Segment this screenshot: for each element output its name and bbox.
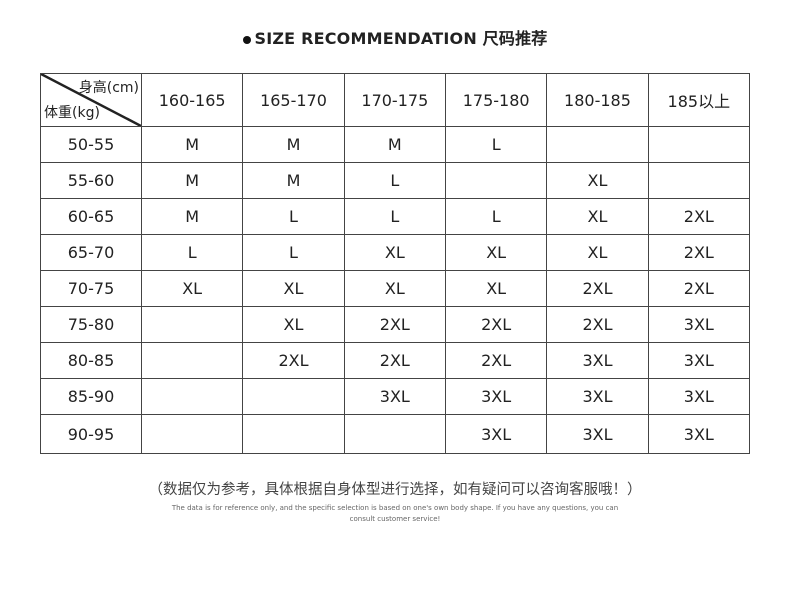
- size-cell: 2XL: [647, 198, 751, 235]
- size-cell: [140, 378, 244, 415]
- size-cell: 3XL: [647, 342, 751, 379]
- height-header: 175-180: [444, 73, 548, 127]
- size-cell: M: [343, 126, 446, 163]
- size-cell: L: [444, 126, 548, 163]
- table-row: 75-80 XL 2XL 2XL 2XL 3XL: [40, 306, 751, 343]
- size-cell: [140, 306, 244, 343]
- size-cell: L: [242, 234, 345, 271]
- size-cell: 2XL: [647, 270, 751, 307]
- size-cell: XL: [444, 234, 548, 271]
- weight-cell: 85-90: [40, 378, 142, 415]
- size-cell: XL: [546, 234, 649, 271]
- weight-cell: 90-95: [40, 414, 142, 454]
- height-header: 180-185: [546, 73, 649, 127]
- size-cell: XL: [546, 198, 649, 235]
- size-cell: 3XL: [647, 306, 751, 343]
- size-cell: [343, 414, 446, 454]
- note-chinese: （数据仅为参考，具体根据自身体型进行选择，如有疑问可以咨询客服哦！）: [148, 482, 642, 498]
- weight-cell: 65-70: [40, 234, 142, 271]
- size-cell: 2XL: [343, 306, 446, 343]
- height-header: 160-165: [140, 73, 244, 127]
- size-cell: M: [140, 162, 244, 199]
- size-cell: [242, 378, 345, 415]
- corner-header: 身高(cm) 体重(kg): [40, 73, 142, 127]
- size-cell: L: [140, 234, 244, 271]
- height-header: 185以上: [647, 73, 751, 127]
- height-label: 身高(cm): [78, 80, 139, 96]
- size-cell: M: [140, 126, 244, 163]
- size-cell: [647, 126, 751, 163]
- size-cell: 2XL: [444, 306, 548, 343]
- size-cell: [242, 414, 345, 454]
- size-cell: 3XL: [546, 378, 649, 415]
- size-cell: L: [343, 162, 446, 199]
- weight-cell: 80-85: [40, 342, 142, 379]
- weight-label: 体重(kg): [44, 105, 100, 121]
- diagonal-line: [41, 74, 141, 126]
- size-cell: M: [242, 126, 345, 163]
- size-cell: 3XL: [546, 342, 649, 379]
- size-cell: XL: [242, 306, 345, 343]
- weight-cell: 75-80: [40, 306, 142, 343]
- size-cell: [444, 162, 548, 199]
- size-cell: 3XL: [444, 414, 548, 454]
- size-cell: 2XL: [546, 270, 649, 307]
- size-cell: XL: [343, 270, 446, 307]
- size-cell: 2XL: [242, 342, 345, 379]
- weight-cell: 60-65: [40, 198, 142, 235]
- size-cell: M: [140, 198, 244, 235]
- size-cell: 2XL: [444, 342, 548, 379]
- size-table: 身高(cm) 体重(kg) 160-165 165-170 170-175 175-1…: [40, 73, 751, 454]
- size-cell: 3XL: [444, 378, 548, 415]
- page-title: SIZE RECOMMENDATION 尺码推荐: [0, 25, 790, 49]
- size-cell: 3XL: [546, 414, 649, 454]
- size-cell: XL: [546, 162, 649, 199]
- title-text: SIZE RECOMMENDATION 尺码推荐: [254, 29, 548, 48]
- size-cell: L: [444, 198, 548, 235]
- size-cell: M: [242, 162, 345, 199]
- size-cell: XL: [242, 270, 345, 307]
- table-row: 65-70 L L XL XL XL 2XL: [40, 234, 751, 271]
- size-cell: 3XL: [647, 414, 751, 454]
- table-row: 50-55 M M M L: [40, 126, 751, 163]
- size-cell: [647, 162, 751, 199]
- size-cell: L: [242, 198, 345, 235]
- size-cell: [546, 126, 649, 163]
- table-row: 80-85 2XL 2XL 2XL 3XL 3XL: [40, 342, 751, 379]
- size-cell: [140, 414, 244, 454]
- size-cell: 2XL: [546, 306, 649, 343]
- size-cell: [140, 342, 244, 379]
- bullet-icon: [242, 35, 251, 44]
- size-cell: XL: [343, 234, 446, 271]
- size-cell: XL: [140, 270, 244, 307]
- size-cell: 3XL: [647, 378, 751, 415]
- table-row: 90-95 3XL 3XL 3XL: [40, 414, 751, 454]
- note-english: The data is for reference only, and the …: [171, 504, 619, 523]
- height-header: 170-175: [343, 73, 446, 127]
- size-cell: 2XL: [343, 342, 446, 379]
- size-cell: 2XL: [647, 234, 751, 271]
- size-cell: 3XL: [343, 378, 446, 415]
- table-row: 55-60 M M L XL: [40, 162, 751, 199]
- table-row: 85-90 3XL 3XL 3XL 3XL: [40, 378, 751, 415]
- height-header: 165-170: [242, 73, 345, 127]
- table-row: 60-65 M L L L XL 2XL: [40, 198, 751, 235]
- size-cell: XL: [444, 270, 548, 307]
- weight-cell: 55-60: [40, 162, 142, 199]
- table-row: 70-75 XL XL XL XL 2XL 2XL: [40, 270, 751, 307]
- size-cell: L: [343, 198, 446, 235]
- weight-cell: 70-75: [40, 270, 142, 307]
- weight-cell: 50-55: [40, 126, 142, 163]
